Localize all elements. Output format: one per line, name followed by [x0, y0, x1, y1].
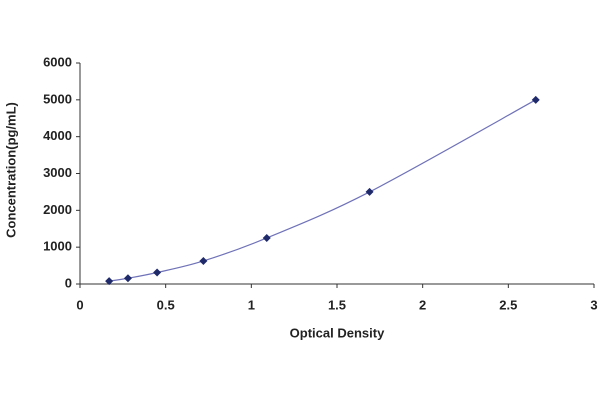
data-point — [153, 268, 162, 277]
data-point — [531, 95, 540, 104]
y-tick-label: 6000 — [43, 54, 72, 69]
x-axis-label: Optical Density — [290, 325, 385, 340]
x-tick-label: 2.5 — [499, 297, 517, 312]
x-tick-label: 1 — [248, 297, 255, 312]
x-tick-label: 2 — [419, 297, 426, 312]
y-tick-label: 0 — [65, 275, 72, 290]
y-tick-label: 2000 — [43, 202, 72, 217]
y-tick-label: 4000 — [43, 128, 72, 143]
y-axis-label: Concentration(pg/mL) — [3, 102, 18, 238]
data-point — [262, 233, 271, 242]
x-tick-label: 1.5 — [328, 297, 346, 312]
y-tick-label: 3000 — [43, 165, 72, 180]
data-point — [199, 256, 208, 265]
data-point — [105, 277, 114, 286]
y-tick-label: 1000 — [43, 239, 72, 254]
data-point — [365, 187, 374, 196]
x-tick-label: 0.5 — [157, 297, 175, 312]
data-point — [123, 274, 132, 283]
fit-curve — [109, 99, 537, 282]
x-tick-label: 3 — [590, 297, 597, 312]
y-tick-label: 5000 — [43, 91, 72, 106]
x-tick-label: 0 — [76, 297, 83, 312]
